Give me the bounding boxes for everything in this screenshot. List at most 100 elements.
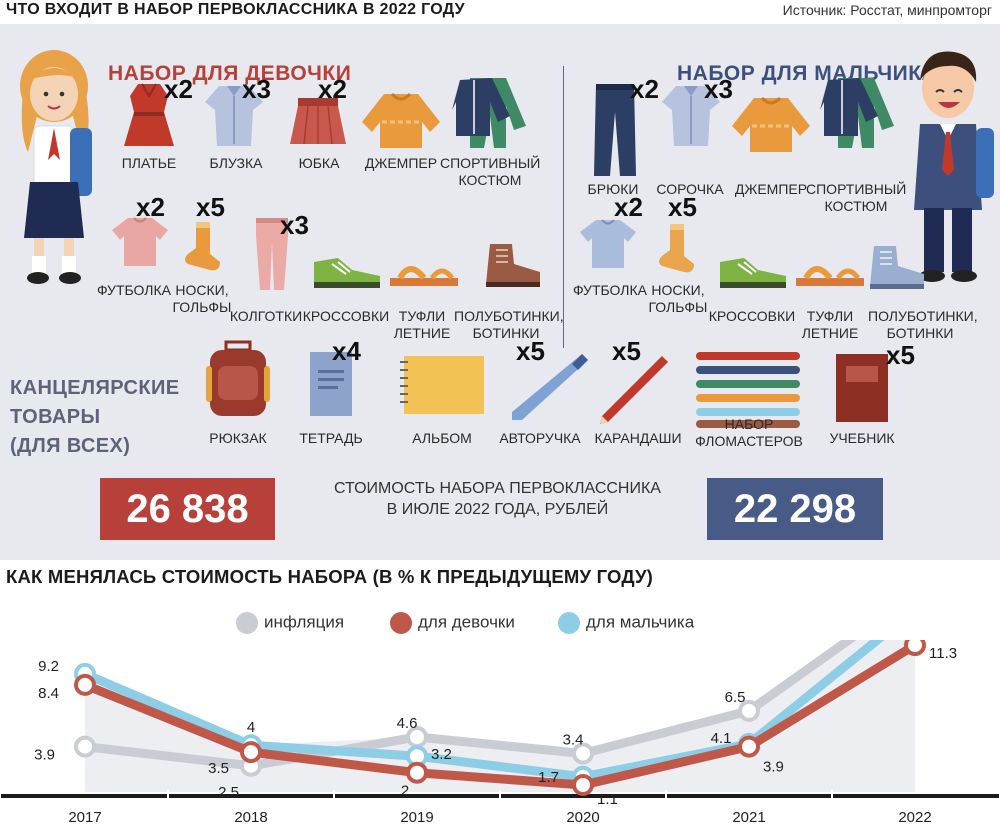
x-tick-label-2022: 2022 <box>898 809 931 826</box>
item-label-boy-tshirt: ФУТБОЛКА <box>573 282 647 298</box>
girl-set-cost: 26 838 <box>100 478 275 540</box>
boy-socks-icon <box>659 224 694 273</box>
album-icon <box>400 356 484 414</box>
legend-label-boy: для мальчика <box>586 612 695 632</box>
item-label-shirt: СОРОЧКА <box>656 181 724 197</box>
textbook-icon <box>836 354 888 422</box>
item-label-boy-boots: ПОЛУБОТИНКИ, БОТИНКИ <box>868 308 978 341</box>
x-tick-label-2021: 2021 <box>732 809 765 826</box>
x-tick-label-2019: 2019 <box>400 809 433 826</box>
boy-sneakers-icon <box>720 258 786 288</box>
item-label-markers: НАБОР ФЛОМАСТЕРОВ <box>695 416 803 449</box>
x-axis-tick-5 <box>831 790 833 798</box>
boy-tshirt-icon <box>580 219 636 268</box>
item-label-boy-tracksuit: СПОРТИВНЫЙ КОСТЮМ <box>806 181 907 214</box>
item-label-boy-sneakers: КРОССОВКИ <box>708 308 796 324</box>
x-tick-label-2017: 2017 <box>68 809 101 826</box>
item-label-trousers: БРЮКИ <box>587 181 639 197</box>
x-tick-label-2020: 2020 <box>566 809 599 826</box>
item-label-pencil: КАРАНДАШИ <box>594 430 682 446</box>
backpack-icon <box>206 340 270 416</box>
item-label-tracksuit: СПОРТИВНЫЙ КОСТЮМ <box>440 155 541 188</box>
item-label-sneakers: КРОССОВКИ <box>302 308 390 324</box>
legend-swatch-boy <box>558 612 580 634</box>
qty-trousers: x2 <box>630 74 659 104</box>
x-axis-tick-2 <box>333 790 335 798</box>
notebook-icon <box>310 352 352 416</box>
boy-jumper-icon <box>732 96 810 152</box>
item-label-blouse: БЛУЗКА <box>209 155 263 171</box>
legend-boy: для мальчика <box>558 612 694 634</box>
data-point-girl-2022 <box>904 640 926 657</box>
shirt-icon <box>662 86 720 146</box>
data-label-boy-2020: 1.7 <box>538 769 559 786</box>
skirt-icon <box>290 98 346 144</box>
item-label-jumper: ДЖЕМПЕР <box>364 155 438 171</box>
qty-tshirt: x2 <box>136 192 165 222</box>
item-label-backpack: РЮКЗАК <box>209 430 267 446</box>
data-point-inflation-2021 <box>738 699 760 722</box>
boy-set-cost: 22 298 <box>707 478 883 540</box>
data-label-girl-2019: 2 <box>401 783 409 800</box>
data-point-girl-2021 <box>738 735 760 758</box>
qty-tights: x3 <box>280 210 309 240</box>
item-label-socks: НОСКИ, ГОЛЬФЫ <box>172 282 232 315</box>
pen-icon <box>512 354 588 420</box>
item-label-skirt: ЮБКА <box>298 155 340 171</box>
qty-socks: x5 <box>196 192 225 222</box>
qty-boy-tshirt: x2 <box>614 192 643 222</box>
tights-icon <box>256 218 288 290</box>
data-label-girl-2020: 1.1 <box>597 791 618 808</box>
jumper-icon <box>362 92 440 148</box>
legend-girl: для девочки <box>390 612 515 634</box>
series-line-boy <box>80 640 885 782</box>
data-point-inflation-2017 <box>74 735 96 758</box>
qty-boy-socks: x5 <box>668 192 697 222</box>
sets-panel: НАБОР ДЛЯ ДЕВОЧКИ НАБОР ДЛЯ МАЛЬЧИКА x2 … <box>0 24 1000 560</box>
qty-shirt: x3 <box>704 74 733 104</box>
item-label-boy-jumper: ДЖЕМПЕР <box>734 181 808 197</box>
dress-icon <box>124 83 174 146</box>
data-label-girl-2017: 8.4 <box>38 685 59 702</box>
item-label-tights: КОЛГОТКИ <box>229 308 303 324</box>
item-label-boy-socks: НОСКИ, ГОЛЬФЫ <box>648 282 708 315</box>
data-label-girl-2021: 3.9 <box>763 759 784 776</box>
item-label-boots: ПОЛУБОТИНКИ, БОТИНКИ <box>454 308 564 341</box>
data-label-inflation-2019: 4.6 <box>397 715 418 732</box>
boy-summer-shoes-icon <box>796 266 864 286</box>
series-line-girl <box>80 640 920 790</box>
boots-icon <box>486 244 540 287</box>
chart-title: КАК МЕНЯЛАСЬ СТОИМОСТЬ НАБОРА (В % К ПРЕ… <box>6 566 654 587</box>
data-point-girl-2017 <box>74 673 96 696</box>
item-label-notebook: ТЕТРАДЬ <box>299 430 363 446</box>
series-line-inflation <box>80 640 857 771</box>
markers-icon <box>696 352 800 428</box>
data-label-inflation-2018: 2.5 <box>218 784 239 801</box>
qty-pencil: x5 <box>612 336 641 366</box>
data-label-boy-2018: 4 <box>247 719 255 736</box>
boy-tracksuit-icon <box>820 78 894 148</box>
boy-illustration-icon <box>914 51 994 282</box>
page-title: ЧТО ВХОДИТ В НАБОР ПЕРВОКЛАССНИКА В 2022… <box>6 1 465 18</box>
data-label-inflation-2021: 6.5 <box>725 689 746 706</box>
data-label-boy-2019: 3.2 <box>431 746 452 763</box>
qty-skirt: x2 <box>318 74 347 104</box>
item-label-album: АЛЬБОМ <box>412 430 472 446</box>
qty-pen: x5 <box>516 336 545 366</box>
legend-label-inflation: инфляция <box>264 612 345 632</box>
data-label-boy-2021: 4.1 <box>711 730 732 747</box>
legend-inflation: инфляция <box>236 612 344 634</box>
data-label-inflation-2020: 3.4 <box>563 732 584 749</box>
x-axis-tick-3 <box>499 790 501 798</box>
legend-label-girl: для девочки <box>418 612 515 632</box>
data-point-girl-2020 <box>572 774 594 796</box>
item-label-dress: ПЛАТЬЕ <box>121 155 177 171</box>
sneakers-icon <box>314 258 380 288</box>
data-point-girl-2019 <box>406 761 428 784</box>
data-label-girl-2018: 3.5 <box>208 760 229 777</box>
item-label-pen: АВТОРУЧКА <box>499 430 581 446</box>
summer-shoes-icon <box>390 266 458 286</box>
blouse-icon <box>205 86 263 146</box>
item-label-textbook: УЧЕБНИК <box>829 430 895 446</box>
